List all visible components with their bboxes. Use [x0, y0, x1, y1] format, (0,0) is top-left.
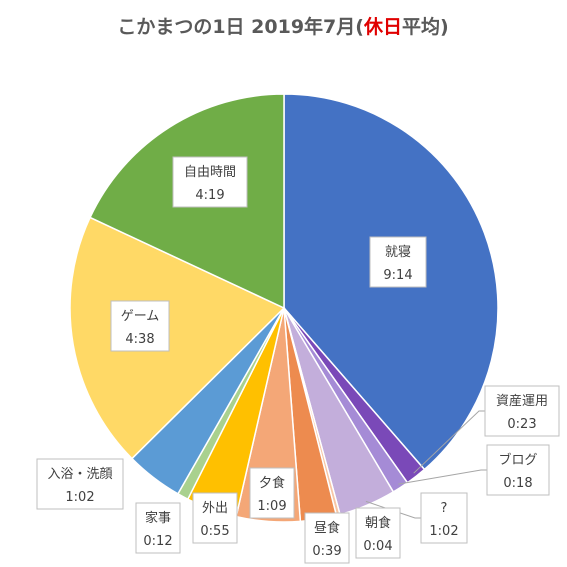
- leader-line: [365, 500, 421, 519]
- slice-label: ブログ 0:18: [486, 444, 550, 496]
- slice-label-name: 就寝: [385, 244, 411, 260]
- leader-line: [398, 469, 487, 485]
- leader-line: [413, 410, 485, 474]
- slice-label-name: 昼食: [314, 520, 340, 536]
- slice-label-name: 外出: [202, 501, 228, 516]
- slice-label-name: ゲーム: [121, 309, 160, 324]
- slice-label-box: [484, 385, 560, 437]
- slice-label-name: ブログ: [498, 452, 537, 468]
- slice-label: ? 1:02: [420, 492, 468, 544]
- slice-label-value: 4:19: [195, 188, 224, 203]
- slice-label-name: 自由時間: [184, 165, 236, 180]
- slice-label: ゲーム 4:38: [110, 300, 170, 352]
- slice-label-box: [110, 300, 170, 352]
- slice-label-box: [304, 512, 350, 564]
- slice-label-name: 資産運用: [496, 393, 548, 409]
- slice-label: 夕食 1:09: [249, 467, 295, 519]
- slice-label-value: 4:38: [125, 332, 154, 347]
- slice-label-value: 0:55: [200, 524, 229, 539]
- pie-slice: [69, 216, 286, 460]
- slice-label: 資産運用 0:23: [484, 385, 560, 437]
- slice-label-name: 入浴・洗顔: [47, 467, 112, 482]
- label-leader-lines: [365, 410, 487, 519]
- slice-label-value: 1:02: [65, 490, 94, 505]
- slice-label-name: 家事: [145, 510, 171, 526]
- slice-label-box: [249, 467, 295, 519]
- slice-label-box: [420, 492, 468, 544]
- slice-label: 就寝 9:14: [369, 236, 427, 288]
- slice-label-value: 1:09: [257, 499, 286, 514]
- slice-label-box: [36, 458, 124, 510]
- slice-label-value: 0:04: [363, 539, 392, 554]
- chart-title-prefix: こかまつの1日 2019年7月(: [117, 15, 364, 38]
- slice-label: 昼食 0:39: [304, 512, 350, 564]
- slice-label-box: [486, 444, 550, 496]
- slice-label-value: 0:12: [143, 534, 172, 549]
- slice-label-name: ?: [441, 501, 448, 516]
- slice-label-name: 朝食: [365, 515, 391, 531]
- slice-label: 自由時間 4:19: [172, 156, 248, 208]
- slice-label-box: [172, 156, 248, 208]
- slice-label-box: [135, 502, 181, 554]
- chart-title: こかまつの1日 2019年7月(休日平均): [117, 15, 448, 38]
- slice-label: 朝食 0:04: [355, 507, 401, 559]
- slice-label-value: 0:23: [507, 417, 536, 432]
- slice-labels: 就寝 9:14 資産運用 0:23 ブログ 0:18? 1:02 朝食 0:04 昼食 0:39 夕食…: [36, 156, 560, 564]
- slice-label-value: 0:18: [503, 476, 532, 491]
- slice-label-value: 1:02: [429, 524, 458, 539]
- slice-label-value: 9:14: [383, 268, 412, 283]
- chart-title-suffix: 平均): [402, 15, 449, 38]
- slice-label-box: [369, 236, 427, 288]
- slice-label-name: 夕食: [259, 475, 285, 491]
- slice-label: 入浴・洗顔 1:02: [36, 458, 124, 510]
- slice-label-box: [192, 492, 238, 544]
- slice-label: 外出 0:55: [192, 492, 238, 544]
- chart-title-highlight: 休日: [363, 16, 402, 38]
- slice-label-box: [355, 507, 401, 559]
- slice-label-value: 0:39: [312, 544, 341, 559]
- slice-label: 家事 0:12: [135, 502, 181, 554]
